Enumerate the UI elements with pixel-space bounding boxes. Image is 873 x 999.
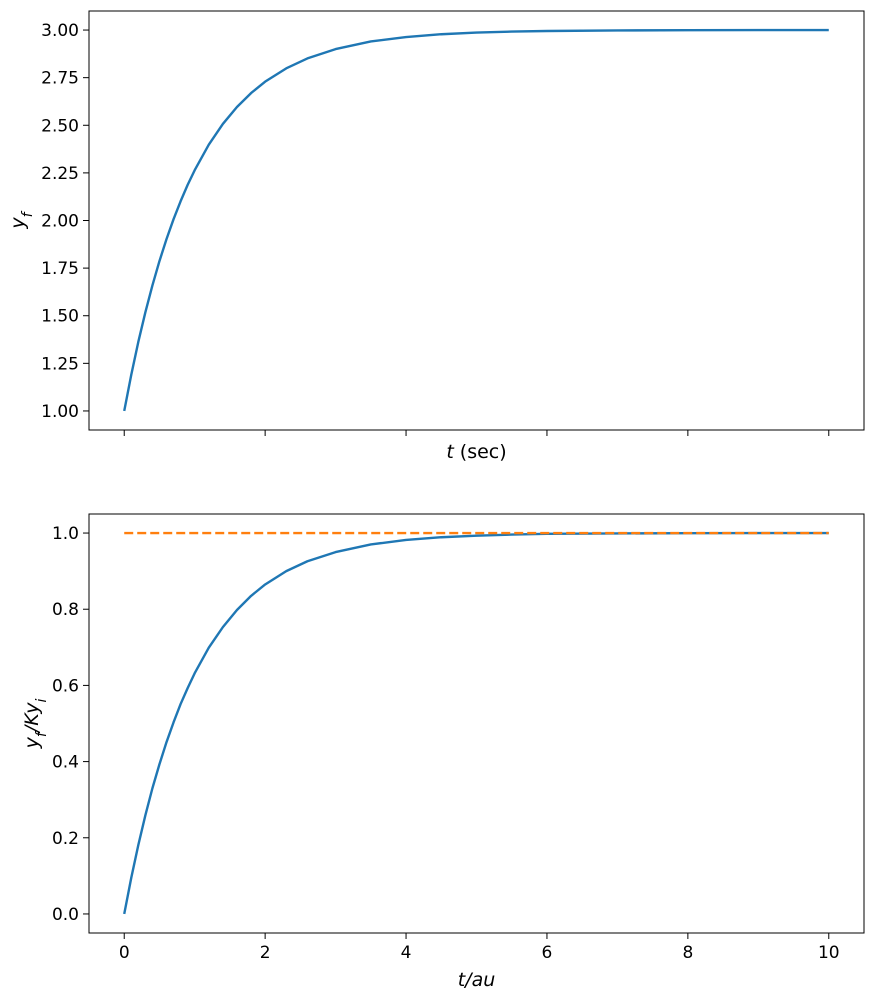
y-tick-label: 3.00 xyxy=(41,21,79,41)
y-tick-label: 1.75 xyxy=(41,259,79,279)
y-tick-label: 0.2 xyxy=(52,829,79,849)
y-tick-label: 1.00 xyxy=(41,402,79,422)
y-tick-label: 0.8 xyxy=(52,600,79,620)
y-tick-label: 2.75 xyxy=(41,69,79,89)
x-tick-label: 2 xyxy=(260,943,271,963)
y-tick-label: 1.25 xyxy=(41,354,79,374)
y-tick-label: 2.50 xyxy=(41,116,79,136)
top-chart: 1.00 1.25 1.50 1.75 2.00 2.25 2.50 2.75 3.00 t (s… xyxy=(7,10,865,463)
x-tick-label: 10 xyxy=(818,943,840,963)
x-tick-label: 0 xyxy=(119,943,130,963)
x-axis-label: t/au xyxy=(458,969,496,991)
plot-frame xyxy=(88,513,865,934)
y-tick-label: 1.0 xyxy=(52,524,79,544)
series-line-1 xyxy=(123,28,829,412)
series-line-1 xyxy=(123,531,829,915)
y-axis-label: yf/Kyi xyxy=(21,699,50,750)
y-tick-label: 2.25 xyxy=(41,164,79,184)
y-axis-label: yf xyxy=(7,210,36,229)
y-tick-label: 0.6 xyxy=(52,676,79,696)
x-tick-label: 4 xyxy=(401,943,412,963)
y-tick-label: 1.50 xyxy=(41,307,79,327)
x-axis-label: t (sec) xyxy=(446,441,506,463)
y-tick-label: 2.00 xyxy=(41,212,79,232)
y-tick-label: 0.0 xyxy=(52,905,79,925)
plot-frame xyxy=(88,10,865,431)
x-tick-label: 8 xyxy=(682,943,693,963)
x-tick-label: 6 xyxy=(542,943,553,963)
y-tick-label: 0.4 xyxy=(52,753,79,773)
bottom-chart: 0 2 4 6 8 10 0.0 0.2 0.4 0.6 0.8 1.0 t/au yf/Kyi xyxy=(21,513,865,991)
